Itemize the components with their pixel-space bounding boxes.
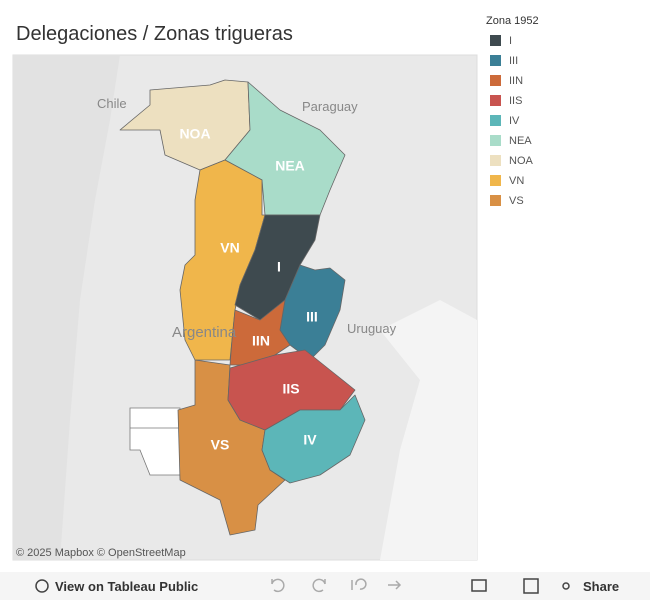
legend-swatch (490, 115, 501, 126)
legend-label: NOA (509, 155, 534, 167)
share-icon (562, 582, 570, 590)
country-label: Chile (97, 96, 127, 111)
zone-label: III (306, 309, 318, 325)
toolbar-icons (271, 578, 402, 593)
redo[interactable] (312, 578, 326, 593)
legend-swatch (490, 35, 501, 46)
title: Delegaciones / Zonas trigueras (16, 23, 293, 45)
tableau-icon (35, 579, 49, 593)
zone-label: I (277, 259, 281, 275)
zone-label: NEA (275, 158, 305, 174)
legend-swatch (490, 55, 501, 66)
zone-label: NOA (179, 126, 210, 142)
legend-label: IIN (509, 75, 523, 87)
legend-swatch (490, 75, 501, 86)
legend-label: III (509, 55, 518, 67)
legend-label: VN (509, 175, 524, 187)
fullscreen[interactable] (523, 578, 539, 594)
legend-label: I (509, 35, 512, 47)
legend-title: Zona 1952 (486, 15, 539, 27)
country-label: Uruguay (347, 321, 397, 336)
zone-label: IIS (282, 381, 299, 397)
share[interactable]: Share (583, 579, 619, 594)
legend-swatch (490, 195, 501, 206)
zone-label: IIN (252, 333, 270, 349)
zone-label: IV (303, 432, 317, 448)
region-iin (229, 299, 291, 366)
revert[interactable] (351, 578, 367, 590)
legend-label: VS (509, 195, 524, 207)
toolbar-bg (0, 572, 650, 600)
view-link[interactable]: View on Tableau Public (55, 579, 198, 594)
other-region (129, 407, 181, 476)
region-iv (261, 394, 366, 484)
legend-swatch (490, 95, 501, 106)
zone-label: VS (211, 437, 230, 453)
undo[interactable] (271, 578, 285, 593)
country-label: Argentina (172, 324, 237, 341)
country-label: Paraguay (302, 99, 358, 114)
attribution: © 2025 Mapbox © OpenStreetMap (16, 547, 186, 559)
refresh[interactable] (388, 580, 402, 590)
legend-swatch (490, 155, 501, 166)
legend-swatch (490, 175, 501, 186)
legend-label: IIS (509, 95, 522, 107)
land-chile (13, 55, 120, 560)
legend-label: IV (509, 115, 520, 127)
map: Chile Paraguay Argentina Uruguay NOA NEA… (12, 54, 478, 561)
toolbar: View on Tableau Public Share (0, 572, 650, 600)
zone-label: VN (220, 240, 239, 256)
legend-swatch (490, 135, 501, 146)
legend-label: NEA (509, 135, 532, 147)
download[interactable] (471, 579, 487, 592)
sea (380, 300, 477, 560)
